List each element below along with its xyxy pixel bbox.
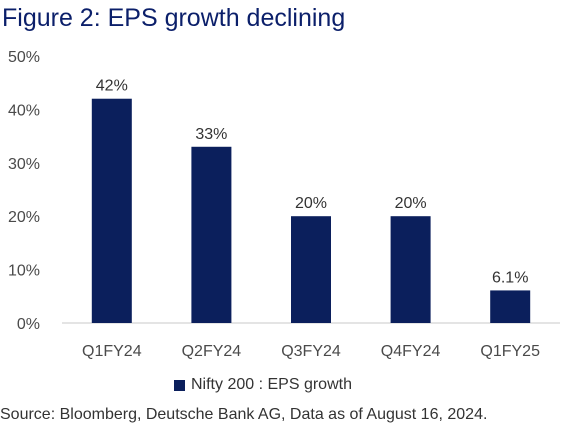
data-label: 42% — [96, 78, 128, 95]
y-tick-label: 30% — [8, 156, 40, 173]
data-label: 20% — [295, 195, 327, 212]
x-tick-label: Q4FY24 — [381, 343, 441, 360]
data-label: 33% — [195, 126, 227, 143]
x-tick-label: Q1FY25 — [480, 343, 540, 360]
x-tick-label: Q2FY24 — [182, 343, 242, 360]
bar — [91, 98, 132, 323]
y-tick-label: 0% — [17, 316, 40, 333]
data-label: 6.1% — [492, 269, 528, 286]
bar — [291, 216, 331, 323]
bar — [490, 290, 531, 323]
x-tick-label: Q1FY24 — [82, 343, 142, 360]
y-tick-label: 10% — [8, 263, 40, 280]
source-note: Source: Bloomberg, Deutsche Bank AG, Dat… — [0, 406, 488, 423]
y-tick-label: 50% — [8, 49, 40, 66]
y-tick-label: 20% — [8, 209, 40, 226]
legend: Nifty 200 : EPS growth — [174, 376, 352, 394]
data-label: 20% — [395, 195, 427, 212]
bar-chart: 0% 10% 20% 30% 40% 50% 42% Q1FY24 33% Q2FY24 20% Q3… — [8, 49, 560, 360]
bar — [390, 216, 431, 323]
x-tick-label: Q3FY24 — [281, 343, 341, 360]
legend-swatch — [174, 379, 185, 391]
y-tick-label: 40% — [8, 102, 40, 119]
chart-title: Figure 2: EPS growth declining — [2, 4, 346, 32]
legend-label: Nifty 200 : EPS growth — [191, 376, 352, 393]
bar — [191, 146, 232, 323]
